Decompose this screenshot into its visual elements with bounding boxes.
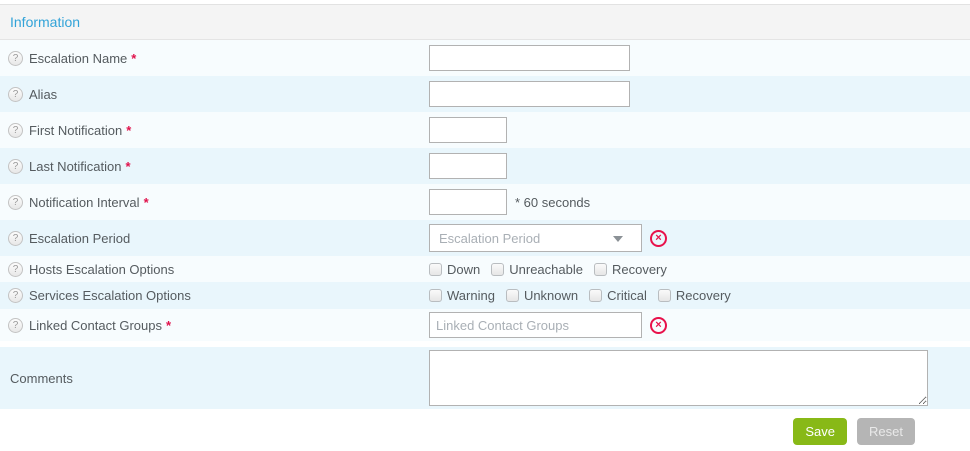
- row-last-notification: ? Last Notification *: [0, 148, 970, 184]
- escalation-period-label: Escalation Period: [29, 230, 131, 246]
- checkbox-warning-label: Warning: [447, 288, 495, 303]
- row-escalation-name: ? Escalation Name *: [0, 40, 970, 76]
- first-notification-label: First Notification: [29, 122, 123, 138]
- help-icon[interactable]: ?: [8, 158, 23, 174]
- row-separator: [0, 341, 970, 347]
- row-linked-contact-groups: ? Linked Contact Groups * ×: [0, 309, 970, 341]
- help-icon[interactable]: ?: [8, 317, 23, 333]
- row-services-escalation-options: ? Services Escalation Options Warning Un…: [0, 282, 970, 309]
- clear-selection-icon[interactable]: ×: [650, 316, 667, 334]
- required-asterisk: *: [131, 50, 137, 66]
- notification-interval-input[interactable]: [429, 189, 507, 215]
- panel-title: Information: [0, 4, 970, 40]
- interval-unit-hint: * 60 seconds: [515, 194, 591, 210]
- required-asterisk: *: [125, 158, 131, 174]
- help-icon[interactable]: ?: [8, 230, 23, 246]
- services-escalation-options-label: Services Escalation Options: [29, 288, 191, 303]
- save-button[interactable]: Save: [793, 418, 848, 445]
- alias-input[interactable]: [429, 81, 630, 107]
- checkbox-recovery-label: Recovery: [611, 261, 667, 277]
- required-asterisk: *: [126, 122, 132, 138]
- alias-label: Alias: [29, 86, 58, 102]
- help-icon[interactable]: ?: [8, 50, 23, 66]
- comments-label: Comments: [10, 370, 73, 386]
- checkbox-down-label: Down: [447, 261, 481, 277]
- help-icon[interactable]: ?: [8, 288, 23, 303]
- required-asterisk: *: [143, 194, 149, 210]
- row-escalation-period: ? Escalation Period Escalation Period ×: [0, 220, 970, 256]
- checkbox-critical[interactable]: [589, 289, 603, 302]
- row-hosts-escalation-options: ? Hosts Escalation Options Down Unreacha…: [0, 256, 970, 282]
- last-notification-label: Last Notification: [29, 158, 122, 174]
- escalation-period-select[interactable]: Escalation Period: [429, 224, 642, 252]
- row-comments: Comments: [0, 347, 970, 409]
- row-notification-interval: ? Notification Interval * * 60 seconds: [0, 184, 970, 220]
- first-notification-input[interactable]: [429, 117, 507, 143]
- checkbox-recovery[interactable]: [593, 262, 607, 276]
- help-icon[interactable]: ?: [8, 122, 23, 138]
- required-asterisk: *: [165, 317, 172, 333]
- clear-selection-icon[interactable]: ×: [650, 229, 667, 247]
- checkbox-recovery-label: Recovery: [675, 288, 731, 303]
- row-alias: ? Alias: [0, 76, 970, 112]
- checkbox-warning[interactable]: [429, 289, 442, 302]
- help-icon[interactable]: ?: [8, 86, 23, 102]
- escalation-period-placeholder: Escalation Period: [439, 230, 541, 246]
- checkbox-unreachable[interactable]: [491, 262, 505, 276]
- checkbox-recovery[interactable]: [657, 289, 671, 302]
- escalation-name-label: Escalation Name: [29, 50, 128, 66]
- row-first-notification: ? First Notification *: [0, 112, 970, 148]
- form-actions: Save Reset: [0, 418, 970, 445]
- checkbox-unknown-label: Unknown: [523, 288, 579, 303]
- hosts-escalation-options-label: Hosts Escalation Options: [29, 261, 175, 277]
- linked-contact-groups-label: Linked Contact Groups: [29, 317, 162, 333]
- last-notification-input[interactable]: [429, 153, 507, 179]
- reset-button[interactable]: Reset: [857, 418, 915, 445]
- help-icon[interactable]: ?: [8, 261, 23, 277]
- escalation-name-input[interactable]: [429, 45, 630, 71]
- linked-contact-groups-input[interactable]: [429, 312, 642, 338]
- checkbox-unknown[interactable]: [505, 289, 519, 302]
- checkbox-critical-label: Critical: [607, 288, 647, 303]
- chevron-down-icon: [613, 236, 623, 242]
- checkbox-down[interactable]: [429, 262, 442, 276]
- notification-interval-label: Notification Interval: [29, 194, 140, 210]
- help-icon[interactable]: ?: [8, 194, 23, 210]
- checkbox-unreachable-label: Unreachable: [509, 261, 583, 277]
- comments-textarea[interactable]: [429, 350, 928, 406]
